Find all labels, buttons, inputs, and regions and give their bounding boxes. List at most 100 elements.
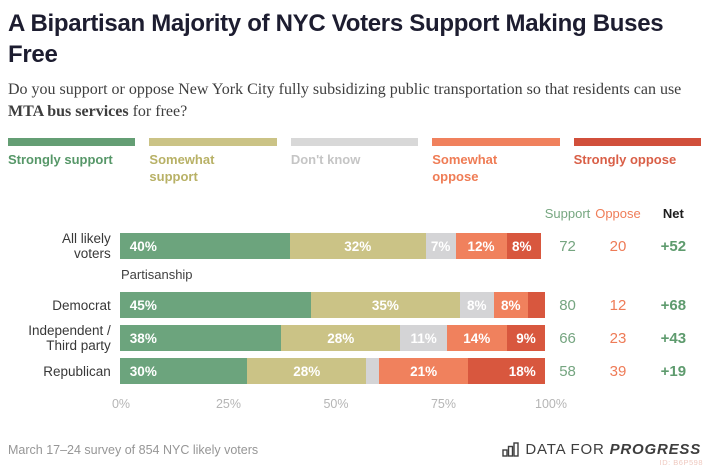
segment-value-label: 45% — [129, 297, 157, 313]
bar-segment: 9% — [506, 325, 545, 352]
bar-segment: 38% — [119, 325, 282, 352]
bar-segment: 45% — [119, 292, 312, 319]
x-axis: 0% 25% 50% 75% 100% — [112, 397, 567, 413]
legend-label: Strongly oppose — [573, 151, 677, 167]
bar-segment: 35% — [311, 292, 460, 319]
support-column-header: Support — [544, 206, 591, 222]
support-value: 80 — [559, 296, 576, 314]
bar-row: Democrat 45% 35% 8% 8% 80 12 +68 — [8, 292, 701, 319]
survey-question-bold: MTA bus services — [8, 102, 129, 120]
segment-value-label: 38% — [129, 330, 157, 346]
segment-value-label: 8% — [512, 238, 532, 254]
axis-tick-label: 50% — [323, 397, 349, 412]
oppose-value: 12 — [609, 296, 627, 314]
bar-segment — [527, 292, 545, 319]
segment-value-label: 18% — [508, 363, 536, 379]
bar-segment: 7% — [425, 233, 456, 260]
bar-segment: 8% — [506, 233, 541, 260]
stacked-bar: 30% 28% 21% 18% — [119, 358, 545, 385]
support-value: 66 — [559, 329, 576, 347]
legend-label: Don't know — [290, 151, 361, 167]
bar-row: Independent / Third party 38% 28% 11% 14% 9% 66… — [8, 323, 701, 354]
net-value: +52 — [660, 237, 687, 255]
watermark-id: ID: B6P598 — [659, 458, 703, 467]
support-value: 72 — [559, 237, 576, 255]
legend-label: Somewhat oppose — [432, 151, 498, 184]
row-label: Republican — [43, 363, 111, 379]
survey-question-post: for free? — [128, 102, 188, 120]
segment-value-label: 40% — [129, 238, 157, 254]
footer: March 17–24 survey of 854 NYC likely vot… — [8, 441, 701, 458]
segment-value-label: 14% — [463, 330, 491, 346]
net-value: +19 — [660, 362, 687, 380]
net-value: +68 — [660, 296, 687, 314]
legend-swatch — [8, 137, 136, 146]
segment-value-label: 21% — [410, 363, 438, 379]
segment-value-label: 9% — [516, 330, 536, 346]
row-label: All likely voters — [62, 231, 111, 262]
bar-rows: All likely voters 40% 32% 7% 12% 8% 72 20 +52 Part… — [8, 231, 701, 385]
segment-value-label: 8% — [467, 297, 487, 313]
data-for-progress-logo: DATA FOR PROGRESS — [502, 441, 701, 458]
logo-text-prefix: DATA FOR — [525, 441, 605, 458]
oppose-column-header: Oppose — [595, 206, 641, 222]
segment-value-label: 7% — [430, 238, 451, 254]
stacked-bar: 40% 32% 7% 12% 8% — [119, 233, 545, 260]
bar-segment: 8% — [493, 292, 528, 319]
bar-row: Republican 30% 28% 21% 18% 58 39 +19 — [8, 358, 701, 385]
bar-segment: 32% — [289, 233, 426, 260]
stacked-bar: 38% 28% 11% 14% 9% — [119, 325, 545, 352]
support-value: 58 — [559, 362, 576, 380]
legend-item: Somewhat oppose — [432, 137, 560, 186]
bar-segment: 21% — [379, 358, 469, 385]
legend-item: Strongly oppose — [573, 137, 702, 186]
legend: Strongly support Somewhat support Don't kno… — [8, 137, 702, 186]
segment-value-label: 8% — [501, 297, 521, 313]
axis-tick-label: 25% — [215, 397, 242, 412]
page-title: A Bipartisan Majority of NYC Voters Supp… — [8, 10, 664, 68]
oppose-value: 23 — [609, 329, 627, 347]
logo-text: DATA FOR PROGRESS — [525, 441, 701, 458]
bar-segment — [366, 358, 380, 385]
bar-segment: 28% — [247, 358, 367, 385]
axis-tick-label: 100% — [535, 397, 567, 412]
source-note: March 17–24 survey of 854 NYC likely vot… — [8, 442, 259, 457]
group-label: Partisanship — [121, 267, 193, 283]
legend-swatch — [149, 137, 277, 146]
bar-row: All likely voters 40% 32% 7% 12% 8% 72 20 +52 — [8, 231, 701, 262]
bar-segment: 14% — [447, 325, 507, 352]
bar-chart-icon — [502, 442, 520, 457]
bar-segment: 30% — [119, 358, 248, 385]
segment-value-label: 32% — [344, 238, 372, 254]
segment-value-label: 30% — [129, 363, 157, 379]
legend-item: Don't know — [290, 137, 419, 186]
bar-segment: 8% — [459, 292, 494, 319]
bar-segment: 28% — [281, 325, 401, 352]
segment-value-label: 12% — [467, 238, 495, 254]
bar-segment: 12% — [455, 233, 507, 260]
segment-value-label: 28% — [327, 330, 355, 346]
axis-tick-label: 75% — [430, 397, 457, 412]
net-value: +43 — [660, 329, 687, 347]
net-column-header: Net — [662, 206, 684, 222]
legend-swatch — [290, 137, 419, 146]
survey-question-pre: Do you support or oppose New York City f… — [8, 81, 682, 99]
survey-question: Do you support or oppose New York City f… — [8, 79, 701, 121]
legend-label: Somewhat support — [149, 151, 215, 184]
logo-text-suffix: PROGRESS — [609, 441, 701, 458]
legend-item: Strongly support — [8, 137, 136, 186]
oppose-value: 20 — [609, 237, 627, 255]
segment-value-label: 35% — [371, 297, 399, 313]
row-label: Democrat — [52, 297, 111, 313]
oppose-value: 39 — [609, 362, 627, 380]
segment-value-label: 28% — [293, 363, 321, 379]
axis-tick-label: 0% — [111, 397, 131, 412]
legend-item: Somewhat support — [149, 137, 277, 186]
segment-value-label: 11% — [410, 330, 437, 346]
legend-swatch — [432, 137, 560, 146]
row-label: Independent / Third party — [28, 323, 111, 354]
column-headers: Support Oppose Net — [8, 206, 701, 221]
stacked-bar: 45% 35% 8% 8% — [119, 292, 545, 319]
bar-segment: 11% — [400, 325, 448, 352]
